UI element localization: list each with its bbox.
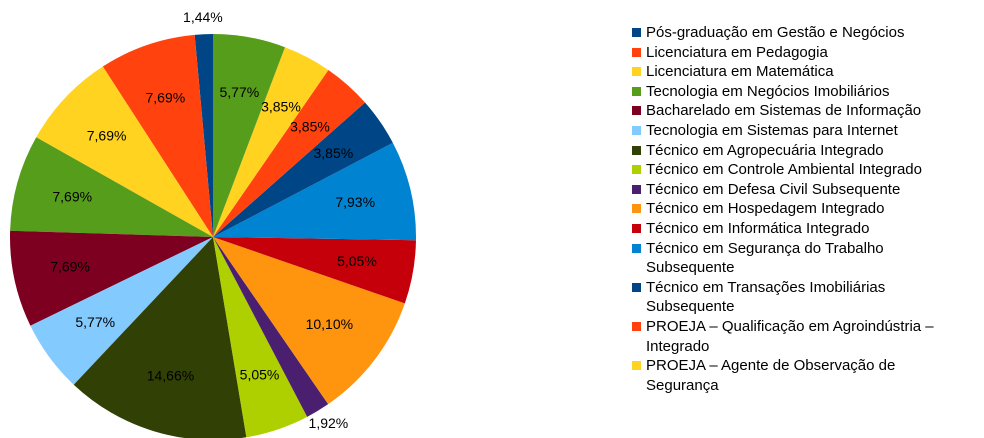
legend-entry: Técnico em Transações Imobiliárias Subse… — [630, 278, 964, 317]
pie-slice — [73, 237, 247, 438]
legend-swatch — [632, 223, 641, 233]
legend-swatch — [632, 204, 641, 214]
pie-slice — [30, 237, 214, 385]
legend-label: Técnico em Defesa Civil Subsequente — [646, 180, 901, 198]
data-label: 7,69% — [87, 127, 127, 143]
data-label: 7,69% — [52, 188, 92, 204]
legend-swatch — [632, 184, 641, 194]
pie-slice — [213, 237, 405, 405]
legend-entry: PROEJA – Qualificação em Agroindústria –… — [630, 317, 964, 356]
legend-swatch — [632, 67, 641, 77]
legend-swatch — [632, 145, 641, 155]
legend-label: Técnico em Hospedagem Integrado — [646, 200, 885, 218]
legend-label: Técnico em Controle Ambiental Integrado — [646, 161, 922, 179]
pie-slice — [194, 34, 213, 237]
legend-label: Técnico em Transações Imobiliárias Subse… — [646, 278, 886, 316]
legend-swatch — [632, 106, 641, 116]
legend-label: Tecnologia em Sistemas para Internet — [646, 121, 898, 139]
legend-swatch — [632, 243, 641, 253]
data-label: 14,66% — [147, 368, 194, 384]
pie-chart: 1,44% 7,69% 7,69% 7,69% 7,69% 5,77% 14,66% 5,05… — [9, 9, 416, 438]
legend-swatch — [632, 321, 641, 331]
pie-slice — [213, 102, 393, 237]
pie-slice — [102, 34, 213, 237]
data-label: 7,69% — [146, 90, 186, 106]
data-label: 1,44% — [183, 9, 223, 25]
data-label: 7,69% — [50, 258, 90, 274]
legend-label: Técnico em Agropecuária Integrado — [646, 141, 884, 159]
pie-slice — [36, 66, 213, 238]
pie-slice — [213, 237, 308, 438]
legend-label: Licenciatura em Matemática — [646, 63, 834, 81]
data-label: 3,85% — [313, 145, 353, 161]
legend-swatch — [632, 125, 641, 135]
legend-entry: Técnico em Defesa Civil Subsequente — [630, 180, 964, 200]
legend-entry: Técnico em Segurança do Trabalho Subsequ… — [630, 239, 964, 278]
legend-label: Bacharelado em Sistemas de Informação — [646, 102, 922, 120]
data-label: 3,85% — [290, 118, 330, 134]
legend-label: PROEJA – Agente de Observação de Seguran… — [646, 357, 896, 394]
legend-entry: Pós-graduação em Gestão e Negócios — [630, 23, 964, 43]
legend-entry: Licenciatura em Pedagogia — [630, 43, 964, 63]
pie-slice — [213, 34, 285, 237]
legend-label: Tecnologia em Negócios Imobiliários — [646, 82, 890, 100]
pie-slice — [213, 237, 329, 417]
data-label: 5,05% — [240, 366, 280, 382]
data-label: 1,92% — [309, 415, 349, 431]
legend-label: Técnico em Informática Integrado — [646, 219, 870, 237]
legend-label: Técnico em Segurança do Trabalho Subsequ… — [646, 239, 884, 277]
legend-entry: Técnico em Agropecuária Integrado — [630, 141, 964, 161]
data-label: 5,77% — [219, 84, 259, 100]
legend-entry: PROEJA – Agente de Observação de Seguran… — [630, 356, 964, 395]
legend-swatch — [632, 165, 641, 175]
legend-swatch — [632, 282, 641, 292]
pie-slice — [9, 230, 213, 326]
legend-entry: Licenciatura em Matemática — [630, 62, 964, 82]
pie-slice — [10, 137, 213, 237]
pie-slice — [213, 237, 416, 304]
data-label: 7,93% — [335, 194, 375, 210]
legend-swatch — [632, 47, 641, 57]
data-label: 5,77% — [75, 314, 115, 330]
pie-slice — [213, 142, 416, 241]
legend-swatch — [632, 361, 641, 371]
legend-entry: Tecnologia em Sistemas para Internet — [630, 121, 964, 141]
legend: Pós-graduação em Gestão e Negócios Licenc… — [630, 23, 970, 395]
legend-entry: Técnico em Informática Integrado — [630, 219, 964, 239]
legend-label: Pós-graduação em Gestão e Negócios — [646, 24, 905, 41]
legend-swatch — [632, 86, 641, 96]
data-label: 5,05% — [337, 253, 377, 269]
legend-entry: Tecnologia em Negócios Imobiliários — [630, 82, 964, 102]
legend-swatch — [632, 28, 641, 37]
legend-label: PROEJA – Qualificação em Agroindústria –… — [646, 317, 934, 355]
legend-label: Licenciatura em Pedagogia — [646, 43, 828, 61]
legend-entry: Técnico em Controle Ambiental Integrado — [630, 160, 964, 180]
pie-slice — [213, 47, 329, 237]
legend-entry: Bacharelado em Sistemas de Informação — [630, 101, 964, 121]
data-label: 3,85% — [261, 98, 301, 114]
pie-slice — [213, 69, 366, 238]
data-label: 10,10% — [306, 316, 353, 332]
legend-entry: Técnico em Hospedagem Integrado — [630, 199, 964, 219]
